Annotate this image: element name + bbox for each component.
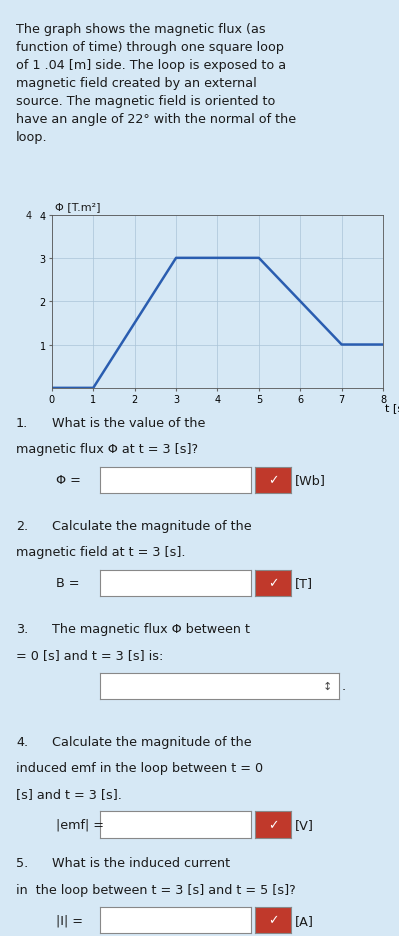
Text: [T]: [T]: [295, 577, 313, 590]
Text: 5.: 5.: [16, 856, 28, 870]
Text: [Wb]: [Wb]: [295, 474, 326, 487]
Text: Calculate the magnitude of the: Calculate the magnitude of the: [52, 735, 251, 748]
Text: 2.: 2.: [16, 519, 28, 533]
Text: ✓: ✓: [268, 577, 279, 590]
Text: [A]: [A]: [295, 914, 314, 927]
Text: The graph shows the magnetic flux (as
function of time) through one square loop
: The graph shows the magnetic flux (as fu…: [16, 23, 296, 144]
Text: [s] and t = 3 [s].: [s] and t = 3 [s].: [16, 787, 122, 800]
Text: |emf| =: |emf| =: [56, 818, 104, 831]
Text: = 0 [s] and t = 3 [s] is:: = 0 [s] and t = 3 [s] is:: [16, 649, 163, 662]
Text: 1.: 1.: [16, 417, 28, 430]
Text: magnetic field at t = 3 [s].: magnetic field at t = 3 [s].: [16, 546, 186, 559]
Text: What is the value of the: What is the value of the: [52, 417, 205, 430]
Text: induced emf in the loop between t = 0: induced emf in the loop between t = 0: [16, 761, 263, 774]
Text: Φ =: Φ =: [56, 474, 81, 487]
Text: ✓: ✓: [268, 474, 279, 487]
Text: [V]: [V]: [295, 818, 314, 831]
Text: .: .: [341, 680, 345, 693]
Text: 4.: 4.: [16, 735, 28, 748]
Text: ↕: ↕: [323, 681, 332, 691]
Text: B =: B =: [56, 577, 79, 590]
Text: Φ [T.m²]: Φ [T.m²]: [55, 202, 101, 212]
Text: 3.: 3.: [16, 622, 28, 636]
Text: ✓: ✓: [268, 914, 279, 927]
Text: in  the loop between t = 3 [s] and t = 5 [s]?: in the loop between t = 3 [s] and t = 5 …: [16, 883, 296, 896]
Text: Calculate the magnitude of the: Calculate the magnitude of the: [52, 519, 251, 533]
Text: The magnetic flux Φ between t: The magnetic flux Φ between t: [52, 622, 250, 636]
Text: What is the induced current: What is the induced current: [52, 856, 230, 870]
Text: magnetic flux Φ at t = 3 [s]?: magnetic flux Φ at t = 3 [s]?: [16, 443, 198, 456]
Text: |I| =: |I| =: [56, 914, 83, 927]
X-axis label: t [s]: t [s]: [385, 402, 399, 412]
Text: 4: 4: [26, 211, 32, 220]
Text: ✓: ✓: [268, 818, 279, 831]
